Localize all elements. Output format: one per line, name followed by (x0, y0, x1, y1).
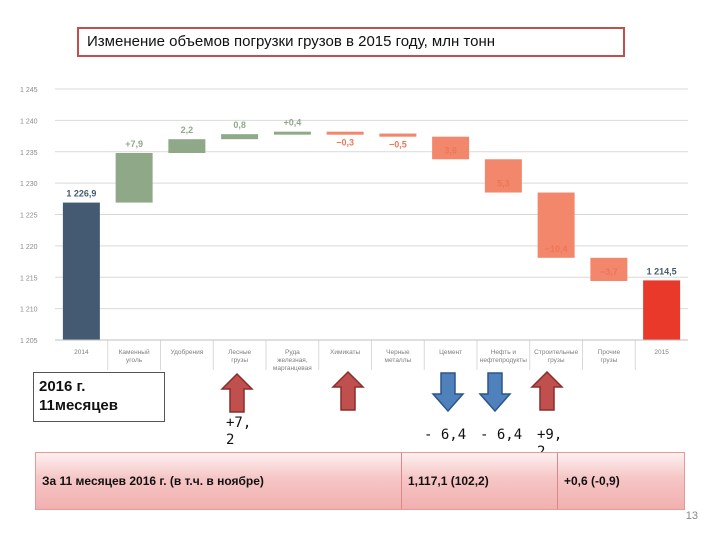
bar (62, 202, 100, 340)
bar (326, 131, 364, 135)
x-tick-label: металлы (385, 357, 412, 364)
y-tick-label: 1 245 (20, 87, 38, 94)
data-label: −3,7 (600, 267, 618, 277)
y-tick-label: 1 230 (20, 181, 38, 188)
delta-label: +7, 2 (226, 415, 252, 448)
data-label: 0,8 (233, 120, 246, 130)
x-tick-label: Черные (386, 349, 410, 356)
data-label: −0,3 (336, 138, 354, 148)
x-tick-label: Химикаты (330, 349, 361, 356)
y-tick-label: 1 205 (20, 338, 38, 345)
bar (221, 134, 259, 140)
data-label: 3,6 (444, 145, 457, 155)
delta-label: - 6,4 (424, 427, 467, 443)
bar (537, 192, 575, 258)
y-tick-label: 1 235 (20, 150, 38, 157)
data-label: 5,3 (497, 179, 510, 189)
summary-period: За 11 месяцев 2016 г. (в т.ч. в ноябре) (36, 453, 402, 509)
y-tick-label: 1 225 (20, 213, 38, 220)
arrow-down-icon (478, 372, 512, 413)
x-tick-label: уголь (126, 357, 143, 364)
summary-change: +0,6 (-0,9) (564, 474, 620, 488)
bar (643, 280, 681, 340)
x-tick-label: грузы (548, 357, 565, 364)
bar (432, 136, 470, 160)
arrow-up-icon (331, 370, 365, 411)
bar (590, 257, 628, 282)
delta-label: - 6,4 (480, 427, 523, 443)
arrow-up-icon (530, 370, 564, 411)
data-label: +7,9 (125, 139, 143, 149)
bar (379, 133, 417, 137)
x-tick-label: Цемент (439, 349, 462, 356)
x-tick-label: Строительные (534, 349, 578, 356)
arrow-down-icon (431, 372, 465, 413)
period-note: 2016 г. 11месяцев (33, 372, 165, 422)
bar (168, 139, 206, 154)
x-tick-label: Удобрения (171, 348, 204, 356)
x-tick-label: Прочие (598, 349, 621, 356)
arrow-up-icon (220, 372, 254, 413)
data-label: −10,4 (545, 244, 568, 254)
x-tick-label: Нефть и (491, 349, 517, 356)
x-tick-label: 2014 (74, 349, 89, 356)
page-number: 13 (685, 510, 698, 522)
x-tick-label: грузы (231, 357, 248, 364)
y-tick-label: 1 215 (20, 275, 38, 282)
x-tick-label: Лесные (228, 349, 251, 356)
x-tick-label: Руда (285, 349, 300, 356)
data-label: 1 226,9 (66, 189, 96, 199)
data-label: 1 214,5 (647, 266, 677, 276)
y-tick-label: 1 220 (20, 244, 38, 251)
x-tick-label: марганцевая (273, 365, 312, 372)
x-tick-label: грузы (600, 357, 617, 364)
x-tick-label: нефтепродукты (480, 357, 527, 364)
bar (484, 159, 522, 193)
y-tick-label: 1 210 (20, 307, 38, 314)
bar (273, 131, 311, 135)
y-tick-label: 1 240 (20, 118, 38, 125)
data-label: −0,5 (389, 140, 407, 150)
x-tick-label: 2015 (654, 349, 669, 356)
chart-title: Изменение объемов погрузки грузов в 2015… (77, 27, 625, 57)
summary-row: За 11 месяцев 2016 г. (в т.ч. в ноябре) … (35, 452, 685, 510)
x-tick-label: железная, (277, 357, 308, 364)
period-months: 11месяцев (39, 397, 118, 414)
bar (115, 153, 153, 203)
data-label: +0,4 (283, 118, 301, 128)
x-tick-label: Каменный (119, 348, 150, 356)
period-year: 2016 г. (39, 378, 86, 395)
summary-volume: 1,117,1 (102,2) (402, 453, 558, 509)
data-label: 2,2 (181, 125, 194, 135)
